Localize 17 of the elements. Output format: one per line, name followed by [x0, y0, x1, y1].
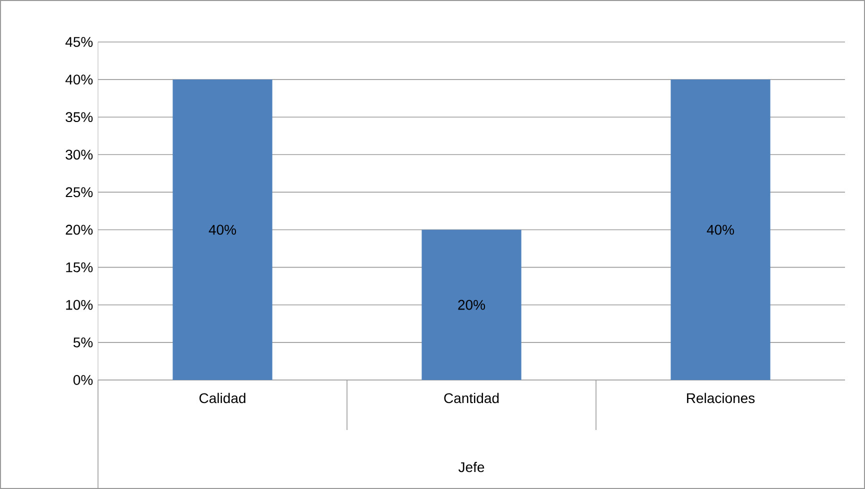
y-tick-label: 30% [66, 150, 93, 160]
y-tick-label: 15% [66, 262, 93, 272]
y-tick-label: 10% [66, 300, 93, 310]
y-tick-label: 40% [65, 74, 93, 84]
y-tick-label: 35% [66, 112, 93, 122]
x-axis-title: Jefe [458, 462, 484, 472]
y-tick-label: 45% [65, 36, 93, 47]
x-tick-label: Cantidad [444, 392, 499, 403]
y-tick-label: 25% [66, 187, 93, 197]
x-tick-label: Calidad [199, 392, 246, 403]
data-label: 40% [208, 224, 236, 235]
y-tick-label: 20% [66, 224, 93, 235]
y-tick-label: 5% [73, 337, 93, 348]
y-tick-label: 0% [73, 374, 93, 385]
data-label: 40% [706, 224, 734, 235]
x-tick-label: Relaciones [687, 392, 755, 403]
data-label: 20% [458, 300, 486, 310]
